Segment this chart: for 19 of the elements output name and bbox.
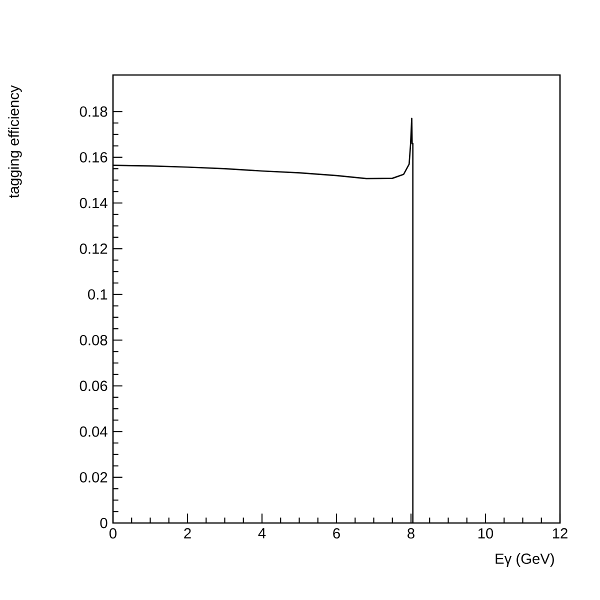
x-tick-label: 4 (258, 528, 266, 538)
y-tick-label: 0.18 (80, 106, 108, 117)
y-tick-label: 0.12 (80, 244, 108, 254)
x-tick-label: 2 (184, 528, 191, 538)
y-axis-title: tagging efficiency (8, 85, 22, 198)
x-tick-label: 8 (408, 528, 414, 539)
y-tick-label: 0.08 (80, 334, 108, 346)
y-tick-label: 0.14 (80, 198, 108, 208)
x-tick-label: 12 (552, 528, 568, 538)
y-tick-label: 0.04 (80, 426, 108, 437)
x-axis-title: Eγ (GeV) (496, 553, 554, 567)
x-tick-label: 0 (109, 528, 116, 539)
x-tick-label: 6 (333, 528, 340, 539)
y-tick-label: 0.16 (80, 152, 108, 162)
y-tick-label: 0 (100, 518, 108, 528)
y-tick-label: 0.1 (88, 289, 108, 300)
x-tick-label: 10 (478, 528, 494, 539)
y-tick-label: 0.06 (80, 380, 108, 392)
y-tick-label: 0.02 (80, 472, 108, 482)
